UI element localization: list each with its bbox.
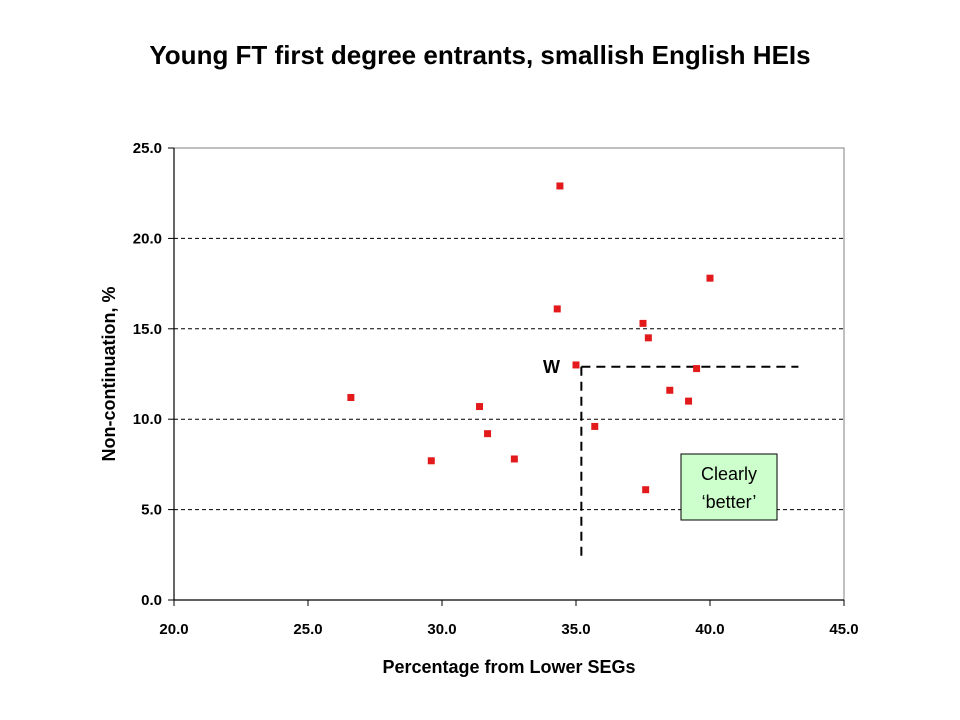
y-tick-label-3: 15.0	[133, 321, 162, 338]
data-point-11	[644, 334, 652, 342]
data-point-10	[642, 486, 650, 494]
x-tick-label-0: 20.0	[159, 621, 188, 638]
clearly-better-box: Clearly ‘better’	[680, 453, 778, 521]
data-point-14	[693, 365, 701, 373]
clearly-better-box-bg	[680, 453, 778, 521]
data-point-2	[476, 403, 484, 411]
x-tick-label-5: 45.0	[829, 621, 858, 638]
y-tick-label-2: 10.0	[133, 411, 162, 428]
plot-area	[173, 147, 845, 601]
data-point-8	[591, 422, 599, 430]
y-tick-label-0: 0.0	[141, 592, 162, 609]
data-point-6	[556, 182, 564, 190]
w-label: W	[543, 357, 560, 377]
clearly-better-line-1: Clearly	[701, 464, 757, 484]
y-axis-title: Non-continuation, %	[99, 287, 119, 462]
data-point-7	[572, 361, 580, 369]
y-tick-label-4: 20.0	[133, 230, 162, 247]
y-tick-label-1: 5.0	[141, 502, 162, 519]
x-tick-label-3: 35.0	[561, 621, 590, 638]
data-point-15	[706, 274, 714, 282]
axes	[173, 148, 844, 601]
x-tick-label-4: 40.0	[695, 621, 724, 638]
data-point-3	[484, 430, 492, 438]
reference-lines	[580, 365, 799, 557]
data-point-0	[347, 394, 355, 402]
data-point-5	[553, 305, 561, 313]
data-point-13	[685, 397, 693, 405]
data-point-9	[639, 319, 647, 327]
x-tick-label-2: 30.0	[427, 621, 456, 638]
data-point-4	[510, 455, 518, 463]
x-ticks: 20.0 25.0 30.0 35.0 40.0 45.0	[159, 600, 859, 638]
chart-title: Young FT first degree entrants, smallish…	[149, 40, 811, 70]
x-axis-title: Percentage from Lower SEGs	[382, 657, 635, 677]
clearly-better-line-2: ‘better’	[702, 492, 757, 512]
data-point-12	[666, 386, 674, 394]
data-points	[347, 182, 714, 494]
y-ticks: 0.0 5.0 10.0 15.0 20.0 25.0	[133, 140, 174, 609]
x-tick-label-1: 25.0	[293, 621, 322, 638]
data-point-1	[427, 457, 435, 465]
y-tick-label-5: 25.0	[133, 140, 162, 157]
